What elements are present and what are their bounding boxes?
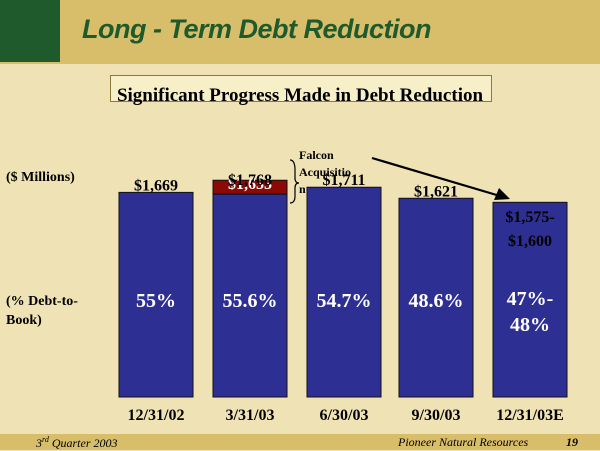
units-label: ($ Millions): [6, 170, 75, 185]
bar-3: [398, 197, 474, 398]
ratio-label-line1: (% Debt-to-: [6, 294, 78, 309]
trend-arrow-head: [494, 188, 510, 200]
subtitle-box: [110, 75, 492, 102]
total-label-1: $1,768: [228, 172, 272, 189]
bar-2: [306, 186, 382, 398]
header-band: [0, 0, 600, 62]
bar-4: [492, 201, 568, 398]
data-label-0: $1,669: [134, 177, 178, 194]
annotation-falcon-1: Acquisitio: [299, 165, 351, 179]
tick-label-1: 3/31/03: [226, 407, 275, 424]
ratio-label-0: 55%: [136, 290, 176, 312]
footer-company: Pioneer Natural Resources: [398, 435, 529, 449]
bar-acquisition-1: [212, 179, 288, 195]
page-title: Long - Term Debt Reduction: [82, 14, 431, 44]
data-label-2: $1,711: [322, 172, 365, 189]
annotation-falcon-2: n: [299, 182, 306, 196]
bar-0: [118, 191, 194, 398]
data-label-1: $1,655: [228, 176, 272, 193]
ratio-label-3: 48.6%: [409, 290, 464, 312]
footer-quarter-suffix: rd: [42, 435, 49, 444]
footer-quarter-number: 3: [36, 436, 42, 450]
ratio-label-2: 54.7%: [317, 290, 372, 312]
data-label-4-0: $1,575-: [505, 209, 554, 226]
acquisition-brace: [289, 159, 300, 204]
chart-subtitle: Significant Progress Made in Debt Reduct…: [116, 85, 484, 106]
page-number: 19: [566, 435, 578, 449]
data-label-4-1: $1,600: [508, 233, 552, 250]
header-accent-block: [0, 0, 60, 62]
trend-arrow-line: [371, 156, 501, 198]
annotation-falcon-0: Falcon: [299, 148, 334, 162]
ratio-label-line2: Book): [6, 313, 42, 328]
tick-label-0: 12/31/02: [128, 407, 185, 424]
footer-quarter: 3rd Quarter 2003: [36, 435, 118, 451]
tick-label-3: 9/30/03: [412, 407, 461, 424]
ratio-label-4-1: 48%: [510, 314, 550, 336]
data-label-3: $1,621: [414, 183, 458, 200]
ratio-label-4-0: 47%-: [507, 288, 554, 310]
tick-label-2: 6/30/03: [320, 407, 369, 424]
footer-quarter-text: Quarter 2003: [48, 436, 118, 450]
ratio-label-1: 55.6%: [223, 290, 278, 312]
ratio-label: (% Debt-to- Book): [6, 292, 78, 330]
bar-1: [212, 193, 288, 398]
header-divider: [0, 62, 600, 64]
footer-band: [0, 434, 600, 450]
tick-label-4: 12/31/03E: [496, 407, 564, 424]
